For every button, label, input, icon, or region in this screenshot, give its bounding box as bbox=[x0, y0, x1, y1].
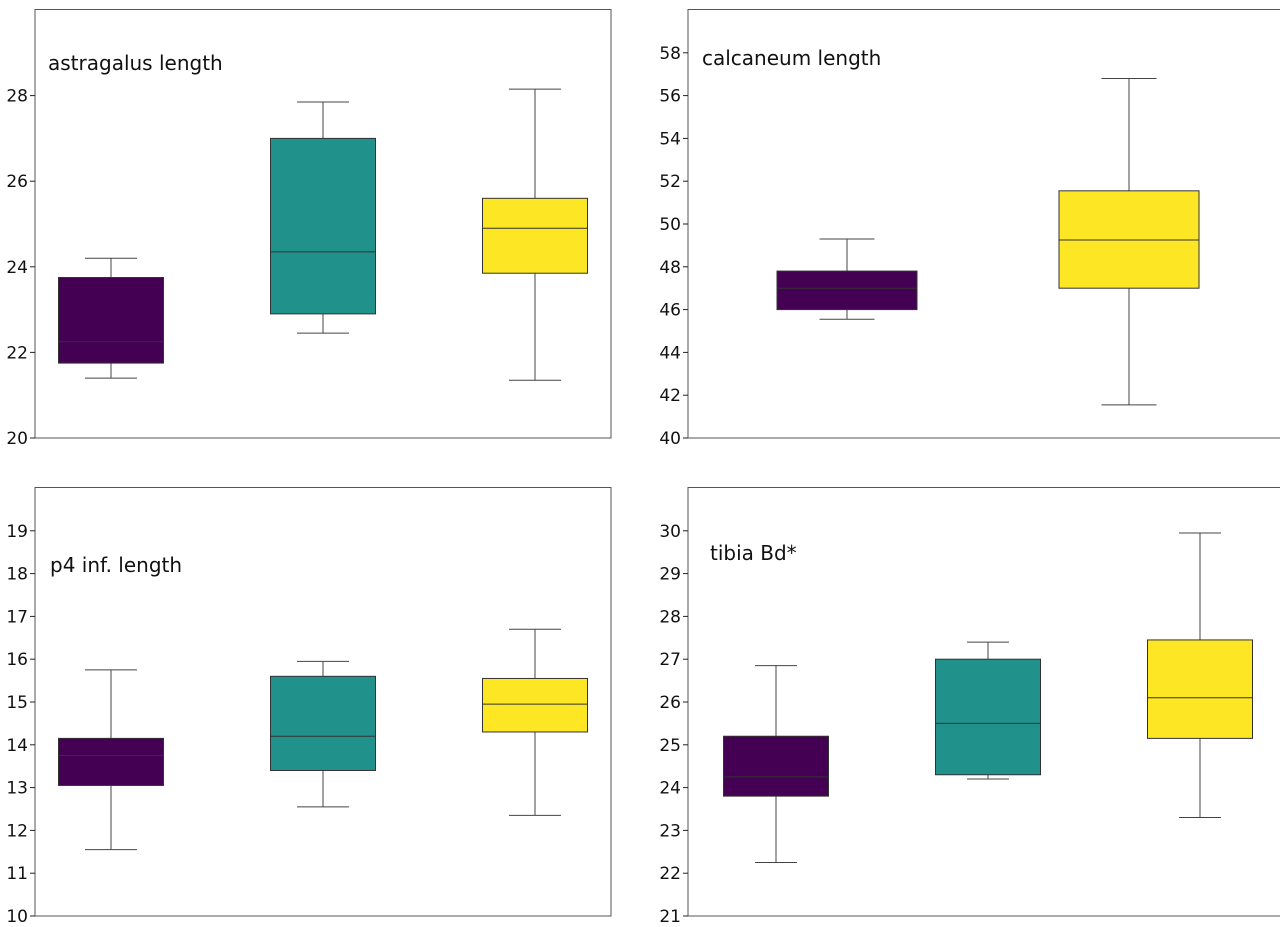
y-tick-label: 58 bbox=[659, 44, 681, 64]
y-axis-ticks: 10 11 12 13 14 15 16 17 18 19 bbox=[6, 522, 35, 927]
y-tick-label: 25 bbox=[659, 736, 681, 756]
y-tick-label: 22 bbox=[6, 343, 28, 363]
y-tick-label: 18 bbox=[6, 565, 28, 585]
y-tick-label: 15 bbox=[6, 693, 28, 713]
y-tick-label: 17 bbox=[6, 607, 28, 627]
y-tick-label: 27 bbox=[659, 650, 681, 670]
y-axis-ticks: 20 22 24 26 28 bbox=[6, 87, 35, 449]
y-tick-label: 40 bbox=[659, 429, 681, 449]
boxes bbox=[58, 628, 588, 851]
y-tick-label: 24 bbox=[6, 258, 28, 278]
y-tick-label: 12 bbox=[6, 821, 28, 841]
y-tick-label: 26 bbox=[659, 693, 681, 713]
panel-title: calcaneum length bbox=[702, 46, 881, 70]
y-tick-label: 44 bbox=[659, 343, 681, 363]
panel-calcaneum-length: calcaneum length 40 42 44 46 48 50 52 54 56 58 bbox=[659, 9, 1280, 449]
box-iqr bbox=[58, 277, 164, 364]
panel-astragalus-length: astragalus length 20 22 24 26 28 bbox=[6, 9, 612, 449]
y-tick-label: 30 bbox=[659, 522, 681, 542]
y-axis-ticks: 40 42 44 46 48 50 52 54 56 58 bbox=[659, 44, 688, 449]
y-tick-label: 21 bbox=[659, 907, 681, 927]
panel-tibia-bd: tibia Bd* 21 22 23 24 25 26 27 28 29 30 bbox=[659, 487, 1280, 927]
panel-title: tibia Bd* bbox=[710, 541, 797, 565]
box-iqr bbox=[723, 735, 829, 797]
y-tick-label: 19 bbox=[6, 522, 28, 542]
box-iqr bbox=[935, 658, 1041, 776]
y-tick-label: 28 bbox=[659, 607, 681, 627]
box-iqr bbox=[1147, 639, 1253, 739]
y-tick-label: 52 bbox=[659, 172, 681, 192]
box-iqr bbox=[58, 737, 164, 786]
y-tick-label: 54 bbox=[659, 129, 681, 149]
panel-title: astragalus length bbox=[48, 51, 223, 75]
box-iqr bbox=[1058, 190, 1200, 289]
box-iqr bbox=[270, 137, 376, 315]
y-tick-label: 42 bbox=[659, 386, 681, 406]
panel-title: p4 inf. length bbox=[50, 553, 182, 577]
y-tick-label: 46 bbox=[659, 301, 681, 321]
y-tick-label: 16 bbox=[6, 650, 28, 670]
y-tick-label: 13 bbox=[6, 779, 28, 799]
y-tick-label: 24 bbox=[659, 779, 681, 799]
y-tick-label: 14 bbox=[6, 736, 28, 756]
boxes bbox=[776, 77, 1200, 406]
boxes bbox=[58, 88, 588, 381]
box-iqr bbox=[482, 677, 588, 733]
y-tick-label: 56 bbox=[659, 87, 681, 107]
box-iqr bbox=[776, 270, 918, 311]
y-tick-label: 50 bbox=[659, 215, 681, 235]
y-tick-label: 48 bbox=[659, 258, 681, 278]
y-tick-label: 22 bbox=[659, 864, 681, 884]
y-tick-label: 20 bbox=[6, 429, 28, 449]
box-iqr bbox=[482, 197, 588, 274]
y-tick-label: 11 bbox=[6, 864, 28, 884]
boxes bbox=[723, 532, 1253, 863]
y-axis-ticks: 21 22 23 24 25 26 27 28 29 30 bbox=[659, 522, 688, 927]
y-tick-label: 29 bbox=[659, 565, 681, 585]
y-tick-label: 10 bbox=[6, 907, 28, 927]
y-tick-label: 28 bbox=[6, 87, 28, 107]
box-iqr bbox=[270, 675, 376, 771]
panel-p4-inf-length: p4 inf. length 10 11 12 13 14 15 16 17 18 19 bbox=[6, 487, 612, 927]
y-tick-label: 26 bbox=[6, 172, 28, 192]
plot-area-frame bbox=[34, 9, 612, 439]
y-tick-label: 23 bbox=[659, 821, 681, 841]
